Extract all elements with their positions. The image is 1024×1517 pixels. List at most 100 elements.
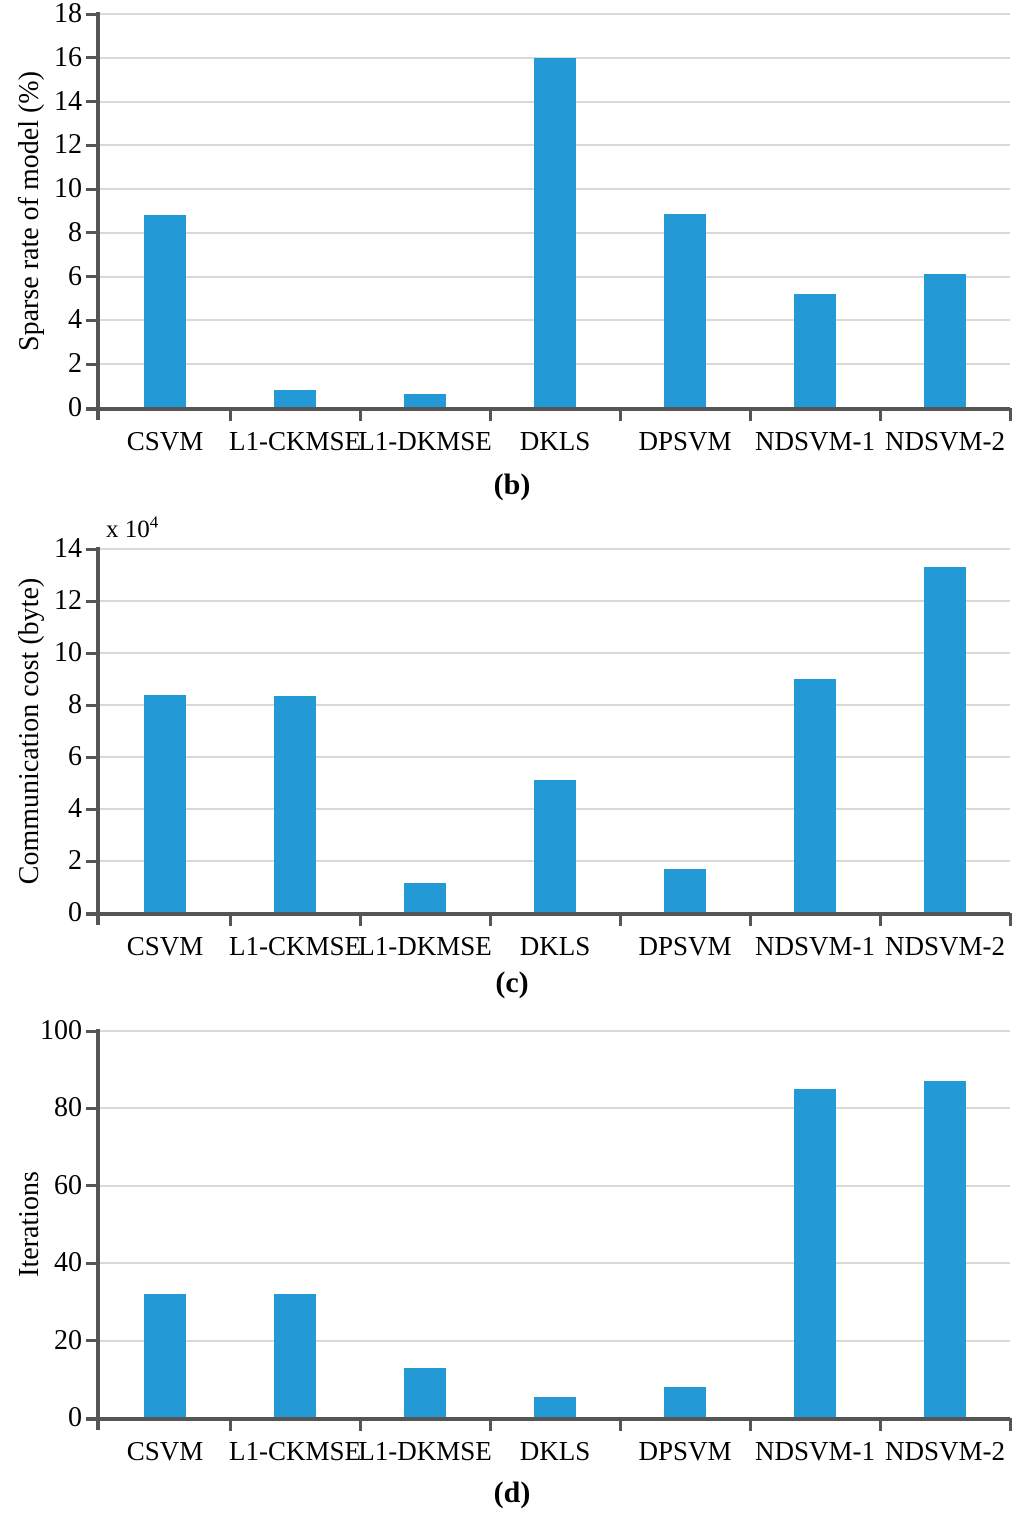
- x-category-label-CSVM: CSVM: [126, 1436, 204, 1466]
- x-tick-mark-5: [748, 1418, 752, 1431]
- bar-DPSVM: [664, 214, 706, 408]
- y-tick-label-80: 80: [54, 1092, 82, 1124]
- y-tick-label-10: 10: [54, 173, 82, 205]
- gridline-14: [100, 548, 1010, 550]
- y-tick-label-14: 14: [54, 533, 82, 564]
- bar-DPSVM: [664, 1387, 706, 1418]
- y-tick-mark-20: [86, 1339, 97, 1343]
- x-tick-mark-7: [1008, 913, 1012, 926]
- x-tick-mark-6: [878, 913, 882, 926]
- y-tick-mark-4: [86, 807, 97, 811]
- gridline-60: [100, 1184, 1010, 1187]
- y-tick-label-14: 14: [54, 85, 82, 117]
- y-tick-mark-8: [86, 231, 97, 235]
- gridline-12: [100, 600, 1010, 602]
- x-tick-mark-2: [358, 1418, 362, 1431]
- y-tick-label-12: 12: [54, 585, 82, 616]
- y-tick-mark-12: [86, 143, 97, 147]
- y-axis-multiplier-base: x 10: [106, 516, 150, 543]
- gridline-100: [100, 1030, 1010, 1032]
- y-axis: [96, 547, 100, 925]
- bar-L1-DKMSE: [404, 883, 446, 913]
- y-tick-mark-2: [86, 859, 97, 863]
- x-tick-mark-4: [618, 1418, 622, 1431]
- y-tick-mark-10: [86, 187, 97, 191]
- bar-DKLS: [534, 1397, 576, 1418]
- gridline-10: [100, 652, 1010, 654]
- bar-CSVM: [144, 1294, 186, 1418]
- y-tick-label-18: 18: [54, 0, 82, 29]
- x-axis: [86, 912, 1010, 916]
- bar-DKLS: [534, 780, 576, 913]
- y-tick-mark-8: [86, 703, 97, 707]
- y-tick-label-2: 2: [68, 845, 82, 876]
- y-tick-mark-14: [86, 547, 97, 551]
- y-tick-label-10: 10: [54, 637, 82, 668]
- x-category-label-NDSVM-2: NDSVM-2: [884, 1436, 1006, 1466]
- y-axis-multiplier-label: x 104: [106, 514, 158, 544]
- x-category-label-L1-DKMSE: L1-DKMSE: [358, 1436, 492, 1466]
- x-tick-mark-4: [618, 913, 622, 926]
- x-category-label-L1-CKMSE: L1-CKMSE: [228, 931, 362, 961]
- y-tick-label-4: 4: [68, 793, 82, 824]
- y-tick-mark-6: [86, 755, 97, 759]
- x-axis: [86, 1417, 1010, 1421]
- y-tick-label-60: 60: [54, 1169, 82, 1201]
- x-category-label-NDSVM-2: NDSVM-2: [884, 931, 1006, 961]
- bar-CSVM: [144, 695, 186, 913]
- x-category-label-L1-DKMSE: L1-DKMSE: [358, 931, 492, 961]
- bar-NDSVM-2: [924, 274, 966, 408]
- x-category-label-L1-DKMSE: L1-DKMSE: [358, 426, 492, 456]
- y-tick-mark-4: [86, 318, 97, 322]
- x-category-label-L1-CKMSE: L1-CKMSE: [228, 426, 362, 456]
- gridline-40: [100, 1262, 1010, 1265]
- bar-DKLS: [534, 58, 576, 408]
- y-tick-label-8: 8: [68, 216, 82, 248]
- y-tick-label-0: 0: [68, 1402, 82, 1433]
- gridline-80: [100, 1107, 1010, 1110]
- y-tick-mark-14: [86, 100, 97, 104]
- y-tick-mark-2: [86, 362, 97, 366]
- y-tick-mark-100: [86, 1029, 97, 1033]
- bar-NDSVM-1: [794, 1089, 836, 1418]
- bar-NDSVM-1: [794, 679, 836, 913]
- x-category-label-DKLS: DKLS: [519, 426, 591, 456]
- y-tick-label-16: 16: [54, 41, 82, 73]
- x-tick-mark-6: [878, 1418, 882, 1431]
- x-tick-mark-4: [618, 408, 622, 421]
- caption-b: (b): [493, 468, 531, 501]
- y-tick-mark-40: [86, 1261, 97, 1265]
- bar-DPSVM: [664, 869, 706, 913]
- x-tick-mark-3: [488, 408, 492, 421]
- bar-L1-DKMSE: [404, 1368, 446, 1418]
- x-tick-mark-1: [228, 913, 232, 926]
- x-tick-mark-2: [358, 913, 362, 926]
- y-tick-mark-6: [86, 275, 97, 279]
- bar-L1-DKMSE: [404, 394, 446, 408]
- bar-L1-CKMSE: [274, 390, 316, 408]
- gridline-18: [100, 13, 1010, 15]
- x-category-label-DKLS: DKLS: [519, 931, 591, 961]
- gridline-20: [100, 1339, 1010, 1342]
- y-tick-mark-10: [86, 651, 97, 655]
- y-tick-label-6: 6: [68, 741, 82, 772]
- x-category-label-NDSVM-1: NDSVM-1: [754, 426, 876, 456]
- x-tick-mark-5: [748, 913, 752, 926]
- bar-CSVM: [144, 215, 186, 408]
- x-category-label-DPSVM: DPSVM: [638, 426, 732, 456]
- y-tick-label-100: 100: [40, 1015, 82, 1046]
- y-tick-mark-80: [86, 1106, 97, 1110]
- y-tick-label-12: 12: [54, 129, 82, 161]
- y-tick-mark-18: [86, 12, 97, 16]
- bar-NDSVM-1: [794, 294, 836, 408]
- y-tick-label-8: 8: [68, 689, 82, 720]
- x-category-label-NDSVM-1: NDSVM-1: [754, 931, 876, 961]
- y-axis: [96, 1029, 100, 1430]
- bar-NDSVM-2: [924, 567, 966, 913]
- x-tick-mark-5: [748, 408, 752, 421]
- bar-L1-CKMSE: [274, 696, 316, 913]
- y-tick-mark-16: [86, 56, 97, 60]
